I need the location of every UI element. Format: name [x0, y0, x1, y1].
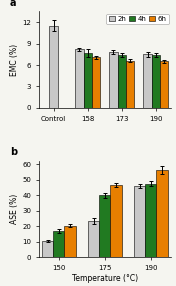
Text: b: b	[10, 147, 17, 157]
Bar	[53, 231, 64, 257]
Y-axis label: ASE (%): ASE (%)	[10, 194, 19, 224]
Bar	[126, 61, 134, 108]
Bar	[110, 185, 121, 257]
Bar	[42, 241, 53, 257]
Bar	[134, 186, 145, 257]
Bar	[143, 54, 152, 108]
Bar	[64, 225, 76, 257]
Text: a: a	[10, 0, 16, 8]
X-axis label: Temperature (°C): Temperature (°C)	[72, 274, 138, 283]
Bar	[88, 221, 99, 257]
Y-axis label: EMC (%): EMC (%)	[10, 43, 19, 76]
Bar	[118, 55, 126, 108]
Bar	[92, 57, 100, 108]
Bar	[160, 61, 168, 108]
Bar	[156, 170, 168, 257]
Bar	[109, 52, 118, 108]
Bar	[145, 184, 156, 257]
Bar	[99, 195, 110, 257]
Bar	[152, 55, 160, 108]
Bar	[49, 26, 58, 108]
Bar	[83, 53, 92, 108]
Bar	[75, 49, 83, 108]
Legend: 2h, 4h, 6h: 2h, 4h, 6h	[106, 13, 169, 24]
